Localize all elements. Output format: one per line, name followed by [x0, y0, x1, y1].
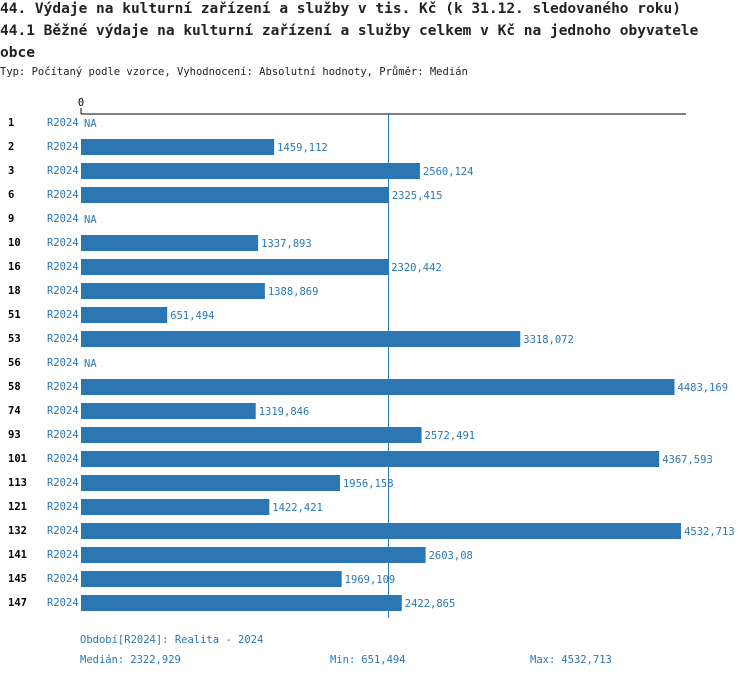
period-label: R2024 — [47, 189, 79, 201]
category-label: 132 — [8, 525, 27, 537]
stat-label: Min: — [330, 654, 355, 666]
stat-value: 4532,713 — [561, 654, 612, 666]
value-label: 4367,593 — [662, 454, 713, 466]
value-label: 1969,109 — [345, 574, 396, 586]
period-label: R2024 — [47, 261, 79, 273]
bar — [81, 403, 256, 419]
category-label: 93 — [8, 429, 21, 441]
value-label: 4532,713 — [684, 526, 735, 538]
period-label: R2024 — [47, 357, 79, 369]
value-label: 1319,846 — [259, 406, 310, 418]
bar — [81, 523, 682, 539]
value-label: NA — [84, 358, 97, 370]
period-label: R2024 — [47, 309, 79, 321]
period-label: R2024 — [47, 141, 79, 153]
bar — [81, 259, 389, 275]
value-label: 651,494 — [170, 310, 214, 322]
value-label: 2320,442 — [391, 262, 442, 274]
period-label: R2024 — [47, 573, 79, 585]
bar — [81, 595, 402, 611]
stat: Medián: 2322,929 — [80, 654, 181, 666]
category-label: 9 — [8, 213, 14, 225]
period-label: R2024 — [47, 429, 79, 441]
value-label: 1956,158 — [343, 478, 394, 490]
description: Typ: Počítaný podle vzorce, Vyhodnocení:… — [0, 66, 468, 78]
bar — [81, 331, 521, 347]
bar — [81, 235, 259, 251]
chart-subtitle: 44.1 Běžné výdaje na kulturní zařízení a… — [0, 23, 699, 61]
value-label: 4483,169 — [678, 382, 729, 394]
bar — [81, 187, 389, 203]
period-label: R2024 — [47, 453, 79, 465]
period-label: R2024 — [47, 165, 79, 177]
category-label: 74 — [8, 405, 21, 417]
category-label: 10 — [8, 237, 21, 249]
value-label: NA — [84, 118, 97, 130]
stat-label: Max: — [530, 654, 555, 666]
period-label: R2024 — [47, 285, 79, 297]
bar — [81, 379, 675, 395]
value-label: 3318,072 — [523, 334, 574, 346]
bar — [81, 163, 420, 179]
bar — [81, 547, 426, 563]
category-label: 141 — [8, 549, 27, 561]
period-label: R2024 — [47, 597, 79, 609]
stat: Max: 4532,713 — [530, 654, 612, 666]
bar — [81, 427, 422, 443]
value-label: 2572,491 — [425, 430, 476, 442]
category-label: 101 — [8, 453, 27, 465]
category-label: 6 — [8, 189, 14, 201]
period-label: R2024 — [47, 333, 79, 345]
category-label: 56 — [8, 357, 21, 369]
value-label: NA — [84, 214, 97, 226]
period-label: R2024 — [47, 525, 79, 537]
value-label: 2603,08 — [429, 550, 473, 562]
period-label: R2024 — [47, 477, 79, 489]
chart-title: 44. Výdaje na kulturní zařízení a služby… — [0, 1, 681, 17]
category-label: 113 — [8, 477, 27, 489]
period-label: R2024 — [47, 213, 79, 225]
stat-label: Medián: — [80, 654, 124, 666]
period-label: R2024 — [47, 117, 79, 129]
category-label: 18 — [8, 285, 21, 297]
value-label: 2325,415 — [392, 190, 443, 202]
period-label: R2024 — [47, 549, 79, 561]
value-label: 1337,893 — [261, 238, 312, 250]
stat-value: 651,494 — [361, 654, 405, 666]
stat-value: 2322,929 — [130, 654, 181, 666]
x-tick-label: 0 — [78, 97, 84, 109]
bar — [81, 139, 275, 155]
category-label: 3 — [8, 165, 14, 177]
bar — [81, 571, 342, 587]
bar — [81, 475, 340, 491]
category-label: 121 — [8, 501, 27, 513]
value-label: 2560,124 — [423, 166, 474, 178]
bar — [81, 499, 270, 515]
value-label: 2422,865 — [405, 598, 456, 610]
note: Období[R2024]: Realita - 2024 — [80, 634, 263, 646]
category-label: 145 — [8, 573, 27, 585]
bar — [81, 451, 660, 467]
value-label: 1459,112 — [277, 142, 328, 154]
period-label: R2024 — [47, 381, 79, 393]
period-label: R2024 — [47, 501, 79, 513]
period-label: R2024 — [47, 237, 79, 249]
category-label: 16 — [8, 261, 21, 273]
category-label: 2 — [8, 141, 14, 153]
category-label: 51 — [8, 309, 21, 321]
stat: Min: 651,494 — [330, 654, 406, 666]
category-label: 147 — [8, 597, 27, 609]
category-label: 58 — [8, 381, 21, 393]
category-label: 53 — [8, 333, 21, 345]
bar — [81, 307, 168, 323]
period-label: R2024 — [47, 405, 79, 417]
bar — [81, 283, 265, 299]
category-label: 1 — [8, 117, 14, 129]
value-label: 1422,421 — [272, 502, 323, 514]
value-label: 1388,869 — [268, 286, 319, 298]
